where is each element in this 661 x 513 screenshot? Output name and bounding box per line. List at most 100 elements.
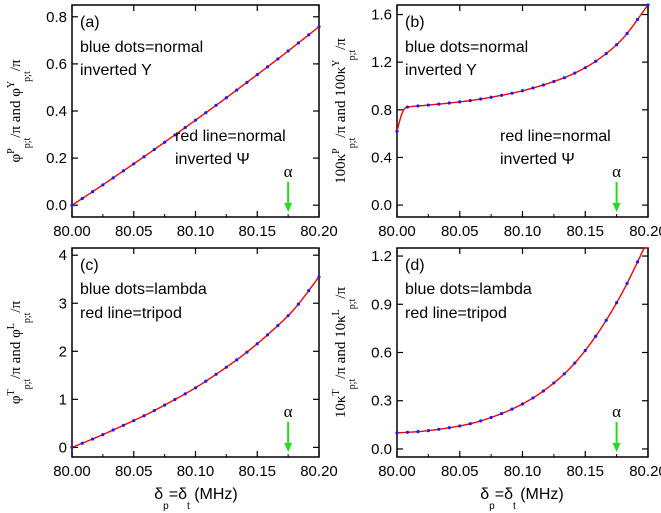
blue-dot bbox=[70, 203, 74, 207]
y-tick-label: 2 bbox=[59, 343, 67, 360]
annotation-text: inverted Ψ bbox=[175, 151, 250, 168]
alpha-label: α bbox=[612, 402, 621, 421]
blue-dot bbox=[224, 365, 228, 369]
blue-dot bbox=[531, 86, 535, 90]
x-tick-label: 80.20 bbox=[629, 223, 661, 240]
y-tick-label: 0.8 bbox=[46, 9, 67, 26]
chart-panel-3: 80.00 80.05 80.10 80.15 80.20 0 1 2 3 4 (c) blue do… bbox=[6, 247, 338, 480]
y-tick-label: 0.8 bbox=[371, 102, 392, 119]
y-tick-label: 0 bbox=[59, 439, 67, 456]
blue-dot bbox=[101, 183, 105, 187]
blue-dot bbox=[479, 419, 483, 423]
blue-dot bbox=[447, 426, 451, 430]
blue-dot bbox=[625, 281, 629, 285]
blue-dot bbox=[489, 95, 493, 99]
panels-container: 80.00 80.05 80.10 80.15 80.20 0.0 0.2 0.4 0.6 0.8… bbox=[6, 3, 661, 512]
y-tick-label: 0.0 bbox=[371, 197, 392, 214]
alpha-arrow-head bbox=[612, 443, 621, 452]
y-tick-label: 1.6 bbox=[371, 7, 392, 24]
blue-dot bbox=[552, 381, 556, 385]
annotation-text: blue dots=normal bbox=[80, 39, 203, 56]
x-tick-label: 80.00 bbox=[378, 223, 416, 240]
panel-label: (a) bbox=[80, 14, 100, 31]
annotation-text: inverted Y bbox=[80, 62, 152, 79]
chart-panel-4: 80.00 80.05 80.10 80.15 80.20 0.0 0.3 0.6 0.9 1.2… bbox=[331, 247, 661, 480]
blue-dot bbox=[255, 73, 259, 77]
blue-dot bbox=[426, 429, 430, 433]
alpha-label: α bbox=[612, 162, 621, 181]
blue-dot bbox=[132, 419, 136, 423]
blue-dot bbox=[173, 133, 177, 137]
blue-dot bbox=[307, 289, 311, 293]
alpha-label: α bbox=[284, 162, 293, 181]
blue-dot bbox=[531, 396, 535, 400]
blue-dot bbox=[562, 76, 566, 80]
annotation-text: blue dots=lambda bbox=[405, 281, 532, 298]
x-tick-label: 80.15 bbox=[238, 223, 276, 240]
blue-dot bbox=[183, 392, 187, 396]
x-tick-label: 80.15 bbox=[566, 223, 604, 240]
y-tick-label: 1.2 bbox=[371, 248, 392, 265]
y-tick-label: 0.0 bbox=[371, 441, 392, 458]
chart-panel-2: 80.00 80.05 80.10 80.15 80.20 0.0 0.4 0.8 1.2 1.6… bbox=[331, 3, 661, 240]
blue-dot bbox=[163, 140, 167, 144]
blue-dot bbox=[562, 372, 566, 376]
alpha-arrow-head bbox=[612, 203, 621, 212]
blue-dot bbox=[90, 190, 95, 194]
blue-dot bbox=[296, 302, 301, 306]
x-tick-label: 80.20 bbox=[300, 463, 338, 480]
y-axis-label: φTp;t/π and φLp;t/π bbox=[6, 300, 33, 404]
blue-dot bbox=[111, 428, 115, 432]
blue-dot bbox=[163, 403, 167, 407]
blue-dot bbox=[70, 445, 74, 449]
y-tick-label: 0.6 bbox=[46, 56, 67, 73]
annotation-text: blue dots=normal bbox=[405, 39, 528, 56]
blue-dot bbox=[520, 402, 525, 406]
blue-dot bbox=[405, 430, 410, 434]
blue-dot bbox=[625, 31, 629, 36]
blue-dot bbox=[520, 89, 525, 93]
annotation-text: red line=normal bbox=[500, 128, 611, 145]
x-tick-label: 80.00 bbox=[53, 463, 91, 480]
blue-dot bbox=[437, 102, 441, 106]
blue-dot bbox=[468, 422, 472, 426]
blue-dot bbox=[615, 301, 619, 305]
blue-dot bbox=[121, 169, 126, 173]
blue-dot bbox=[416, 430, 420, 434]
blue-dot bbox=[573, 361, 577, 365]
x-axis-label-1: δp=δt (MHz) bbox=[154, 486, 237, 512]
blue-dot bbox=[204, 379, 208, 383]
plot-frame bbox=[396, 4, 649, 218]
blue-dot bbox=[245, 350, 249, 354]
blue-dot bbox=[90, 437, 95, 441]
x-tick-label: 80.20 bbox=[629, 463, 661, 480]
x-tick-label: 80.15 bbox=[238, 463, 276, 480]
y-tick-label: 0.0 bbox=[46, 197, 67, 214]
y-tick-label: 3 bbox=[59, 295, 67, 312]
blue-dot bbox=[173, 397, 177, 402]
blue-dot bbox=[296, 41, 301, 45]
blue-dot bbox=[317, 275, 321, 279]
blue-dot bbox=[594, 334, 598, 338]
blue-dot bbox=[479, 97, 483, 101]
x-tick-label: 80.20 bbox=[300, 223, 338, 240]
blue-dot bbox=[193, 386, 198, 390]
blue-dot bbox=[121, 423, 126, 427]
blue-dot bbox=[307, 33, 311, 37]
blue-dot bbox=[594, 59, 598, 63]
x-tick-label: 80.10 bbox=[504, 463, 542, 480]
blue-dot bbox=[142, 155, 146, 159]
annotation-text: blue dots=lambda bbox=[80, 281, 207, 298]
y-tick-label: 4 bbox=[59, 247, 67, 264]
blue-dot bbox=[583, 66, 587, 70]
plot-frame bbox=[71, 247, 320, 458]
blue-dot bbox=[111, 176, 115, 180]
x-tick-label: 80.10 bbox=[504, 223, 542, 240]
blue-dot bbox=[214, 372, 218, 376]
blue-dot bbox=[183, 125, 187, 130]
blue-dot bbox=[541, 389, 546, 393]
x-axis-label-2: δp=δt (MHz) bbox=[480, 486, 563, 512]
blue-dot bbox=[214, 103, 218, 107]
y-tick-label: 0.4 bbox=[46, 103, 67, 120]
blue-dot bbox=[132, 162, 136, 166]
